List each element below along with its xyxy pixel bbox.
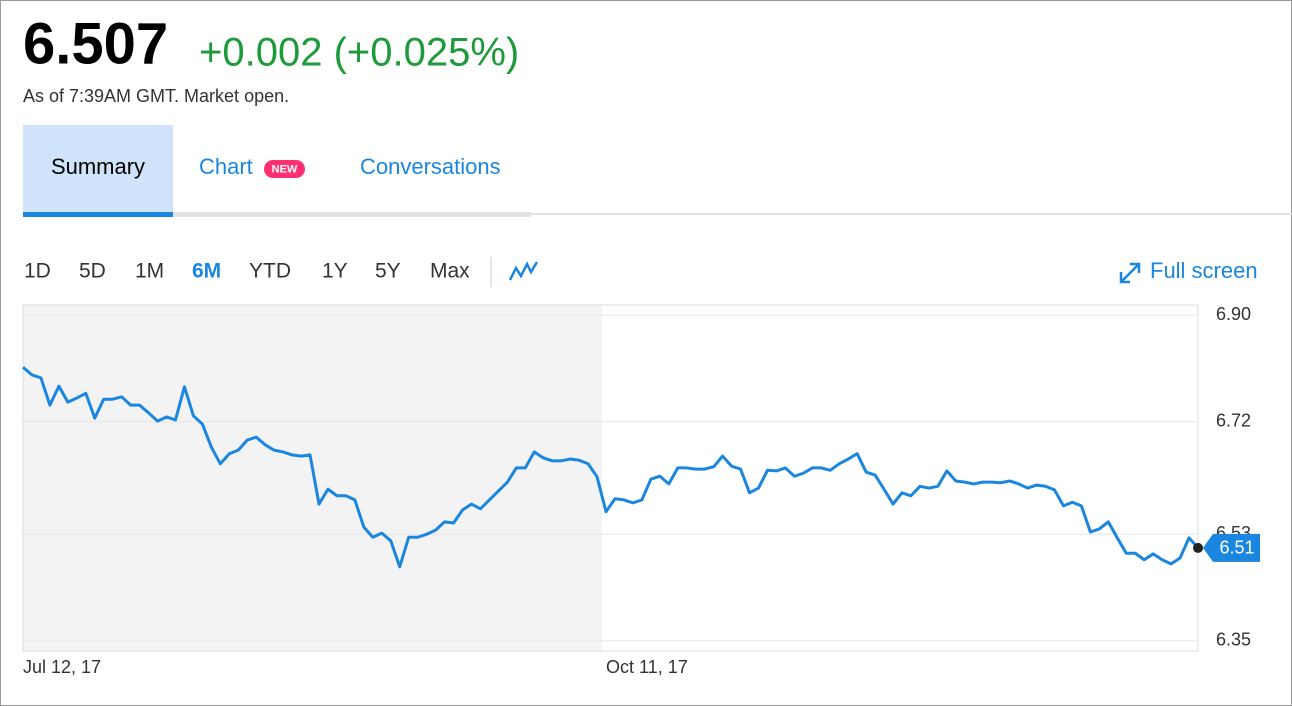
fullscreen[interactable]: Full screen — [1150, 258, 1258, 283]
tab-active-bar — [23, 212, 173, 217]
tab-summary[interactable]: Summary — [51, 154, 145, 179]
current-tag — [1203, 533, 1260, 562]
range-button[interactable]: 1Y — [322, 260, 348, 283]
market-status: As of 7:39AM GMT. Market open. — [23, 86, 289, 106]
range-button[interactable]: 1D — [24, 260, 51, 283]
plot-frame — [22, 304, 1199, 652]
price: 6.507 — [23, 11, 168, 76]
new-badge-text: NEW — [272, 163, 298, 175]
tab-conversations[interactable]: Conversations — [360, 154, 501, 179]
x-tick-label: Oct 11, 17 — [606, 657, 688, 677]
range-button[interactable]: 1M — [135, 260, 164, 283]
tab-active-bg[interactable] — [23, 125, 173, 217]
x-tick-label: Jul 12, 17 — [23, 657, 101, 677]
new-badge — [264, 160, 305, 178]
fullscreen-icon[interactable] — [1119, 262, 1141, 284]
chart-type-icon[interactable] — [508, 261, 539, 281]
price-change: +0.002 (+0.025%) — [199, 31, 519, 75]
range-button[interactable]: 5D — [79, 260, 106, 283]
range-button[interactable]: 5Y — [375, 260, 401, 283]
range-button[interactable]: 6M — [192, 260, 221, 283]
range-button[interactable]: Max — [430, 260, 470, 283]
tab-chart[interactable]: Chart — [199, 154, 253, 179]
current-dot — [1193, 542, 1203, 553]
y-tick-label: 6.35 — [1216, 630, 1251, 650]
y-tick-label: 6.90 — [1216, 304, 1251, 324]
y-tick-label: 6.72 — [1216, 410, 1251, 430]
price-line — [22, 366, 1200, 569]
range-button[interactable]: YTD — [249, 260, 291, 283]
current-label: 6.51 — [1219, 538, 1254, 558]
